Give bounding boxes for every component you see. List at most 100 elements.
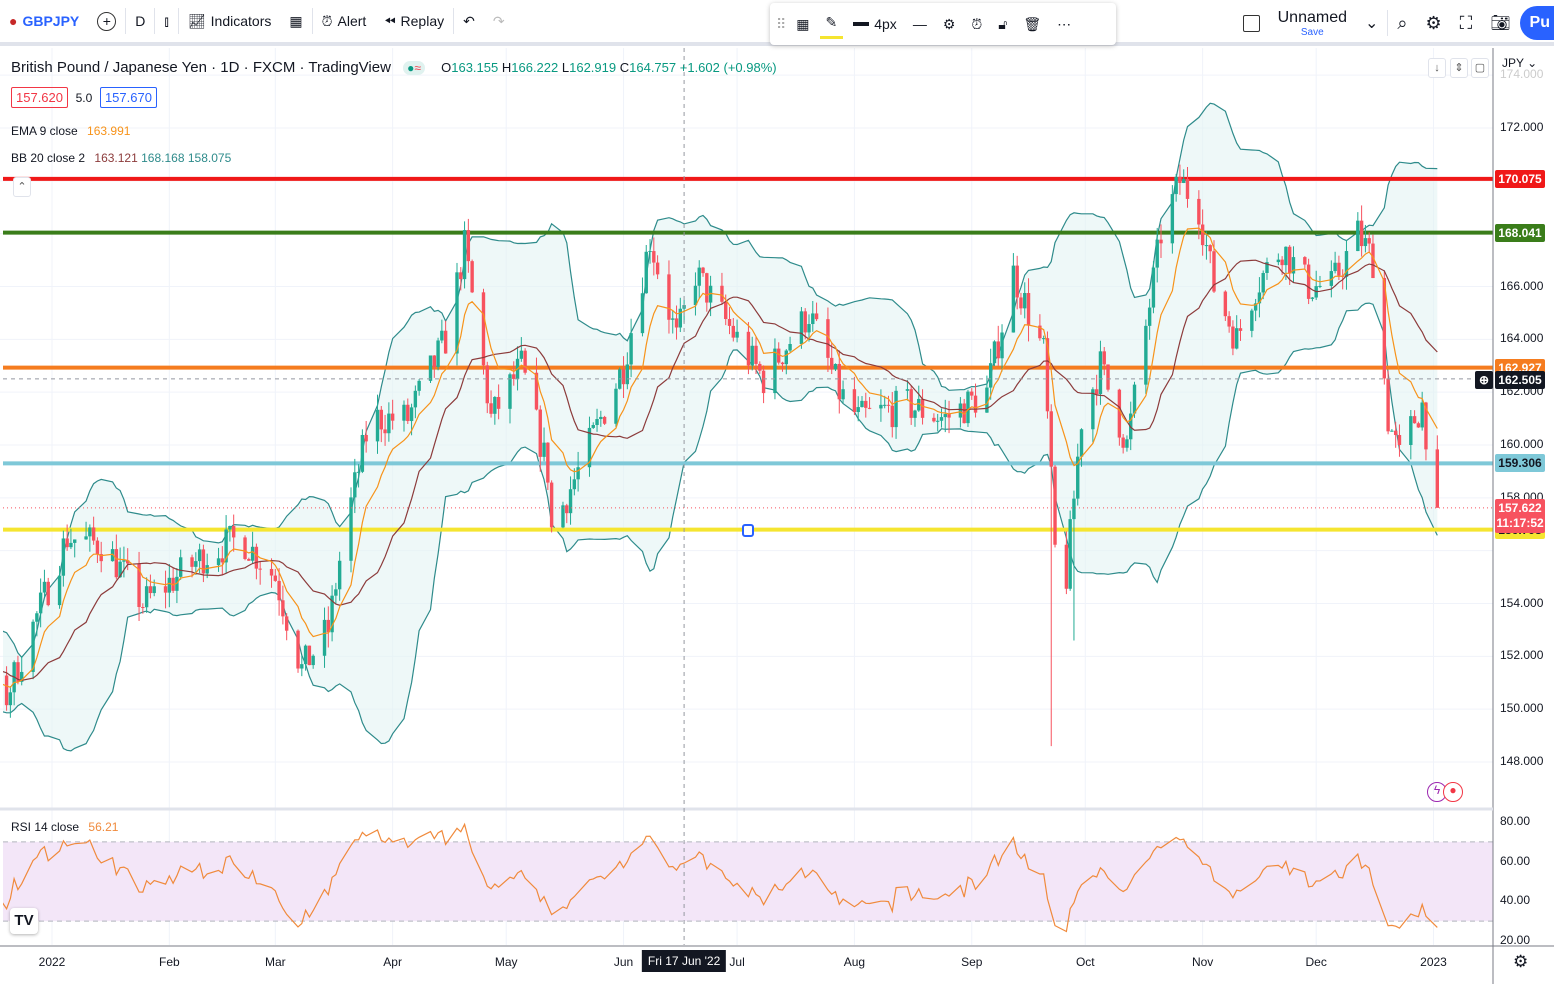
candle-body <box>534 372 539 410</box>
candle-body <box>1208 245 1212 252</box>
candle-body <box>837 363 841 400</box>
candle-body <box>122 560 126 562</box>
candle-body <box>917 398 921 411</box>
candle-body <box>754 345 758 364</box>
candle-body <box>364 434 368 442</box>
alert-drawing-button[interactable]: ⏰︎ <box>965 5 988 43</box>
settings-button[interactable]: ⚙ <box>1416 4 1450 42</box>
candle-body <box>572 479 577 490</box>
tradingview-logo[interactable]: TV <box>10 908 38 934</box>
price-tick-label: 154.000 <box>1500 595 1544 610</box>
layout-name[interactable]: Unnamed Save <box>1277 8 1347 38</box>
publish-button[interactable]: Pu <box>1519 6 1554 40</box>
snapshot-button[interactable]: 📷︎ <box>1481 4 1519 42</box>
candle-body <box>228 526 232 530</box>
fullscreen-button[interactable]: ⛶ <box>1451 4 1482 42</box>
interval-button[interactable]: D <box>135 13 146 29</box>
candle-body <box>1310 297 1315 299</box>
scroll-down-button[interactable]: ↓ <box>1428 58 1446 78</box>
alert-button[interactable]: ⏰︎ Alert <box>321 12 367 30</box>
candle-body <box>334 589 338 596</box>
settings-button[interactable]: ⚙ <box>937 5 962 43</box>
layout-dropdown[interactable]: ⌄ <box>1356 4 1387 42</box>
candle-body <box>1382 278 1387 379</box>
templates-button[interactable]: ▦ <box>280 2 311 40</box>
candle-body <box>523 350 527 373</box>
candle-body <box>1038 325 1042 339</box>
drawing-anchor-handle[interactable] <box>742 524 754 537</box>
delete-button[interactable]: 🗑︎ <box>1017 5 1047 43</box>
time-tick-label: Apr <box>383 955 402 969</box>
candle-body <box>1223 291 1228 317</box>
thickness-button[interactable]: 4px <box>847 5 903 43</box>
candle-body <box>807 324 811 333</box>
rsi-tick-label: 40.00 <box>1500 893 1531 908</box>
candle-body <box>31 621 35 672</box>
symbol-search[interactable]: ● GBPJPY <box>9 13 80 29</box>
candle-body <box>137 563 141 608</box>
add-template-button[interactable]: ▦ <box>790 5 815 43</box>
collapse-pane-button[interactable]: ⇕ <box>1450 58 1468 78</box>
indicator-lines <box>3 227 1438 689</box>
candle-body <box>720 285 724 302</box>
candle-body <box>470 261 474 293</box>
candle-body <box>1125 439 1129 448</box>
candle-body <box>481 292 486 366</box>
replay-button[interactable]: ⏪︎ Replay <box>384 12 445 30</box>
candle-body <box>254 546 259 569</box>
more-button[interactable]: ⋯ <box>1051 5 1077 43</box>
gear-icon[interactable]: ⚙ <box>1513 952 1529 971</box>
currency-selector[interactable]: JPY ⌄ <box>1502 56 1538 70</box>
ema-legend[interactable]: EMA 9 close 163.991 <box>11 124 131 138</box>
layout-button[interactable] <box>1234 4 1269 42</box>
candle-body <box>16 662 20 682</box>
candle-body <box>148 586 153 594</box>
candle-body <box>561 505 565 528</box>
rsi-legend[interactable]: RSI 14 close 56.21 <box>11 820 119 834</box>
candle-body <box>625 364 630 385</box>
candle-body <box>1386 378 1390 432</box>
collapse-icon: ⇕ <box>1454 62 1464 74</box>
candle-body <box>250 546 255 561</box>
horizontal-lines[interactable] <box>3 176 1493 532</box>
right-toolbar: Unnamed Save ⌄ ⌕ ⚙ ⛶ 📷︎ Pu <box>1234 0 1554 46</box>
candle-body <box>621 369 626 385</box>
plus-icon: ⊕ <box>1478 373 1490 387</box>
redo-button[interactable]: ↷ <box>484 2 514 40</box>
record-icon[interactable]: ● <box>1443 782 1463 802</box>
drag-handle-icon[interactable]: ⠿ <box>776 15 787 32</box>
candle-body <box>303 645 308 665</box>
sell-button[interactable]: 157.620 <box>11 87 68 108</box>
color-button[interactable]: ✎ <box>819 9 844 39</box>
line-style-button[interactable]: — <box>907 5 933 43</box>
bb-legend[interactable]: BB 20 close 2 163.121 168.168 158.075 <box>11 151 232 165</box>
candle-body <box>1117 389 1122 438</box>
chart-type-button[interactable]: ⫾ <box>155 2 177 40</box>
candle-body <box>152 586 156 594</box>
add-alert-plus-button[interactable]: ⊕ <box>1475 371 1493 389</box>
candle-body <box>724 301 728 320</box>
indicators-button[interactable]: 📈︎ Indicators <box>187 12 272 30</box>
candle-body <box>1257 292 1262 304</box>
buy-button[interactable]: 157.670 <box>99 87 157 108</box>
candle-body <box>57 575 62 606</box>
candle-body <box>1132 384 1137 414</box>
maximize-pane-button[interactable]: ▢ <box>1471 58 1489 78</box>
compare-button[interactable]: + <box>88 2 125 40</box>
candle-body <box>46 581 50 606</box>
collapse-legend-button[interactable]: ⌃ <box>13 177 31 197</box>
candle-body <box>436 340 440 367</box>
arrow-down-icon: ↓ <box>1434 62 1440 74</box>
fullscreen-icon: ⛶ <box>1459 12 1473 33</box>
candle-body <box>296 630 300 669</box>
search-button[interactable]: ⌕ <box>1388 4 1416 42</box>
symbol-title[interactable]: British Pound / Japanese Yen · 1D · FXCM… <box>11 59 391 76</box>
candle-body <box>758 363 762 371</box>
candle-body <box>190 557 194 567</box>
lock-button[interactable]: 🔓︎ <box>992 5 1013 43</box>
time-tick-label: Aug <box>843 955 866 969</box>
time-tick-label: 2023 <box>1420 955 1447 969</box>
rsi-tick-label: 80.00 <box>1500 814 1531 828</box>
undo-button[interactable]: ↶ <box>454 2 484 40</box>
